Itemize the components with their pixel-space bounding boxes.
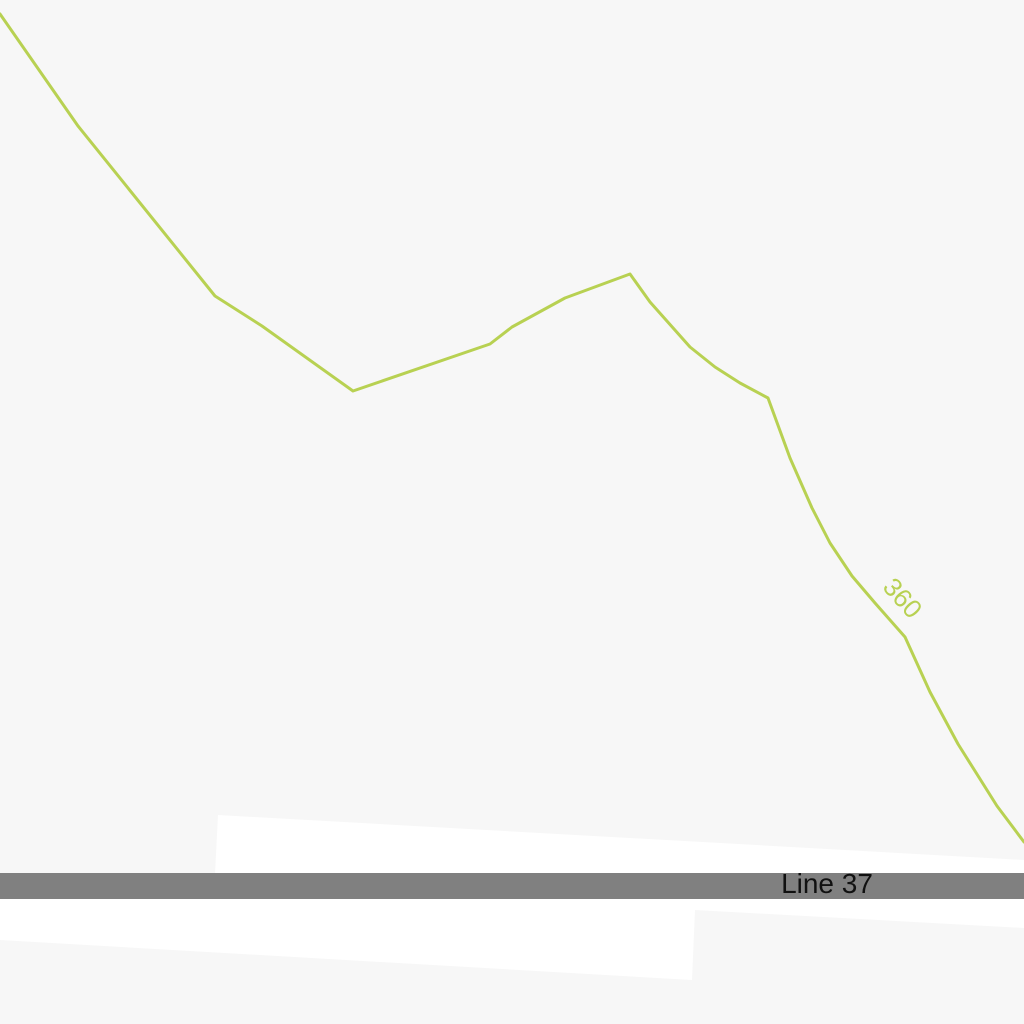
road-label: Line 37 [781, 868, 873, 899]
road-line-37[interactable] [0, 873, 1024, 899]
contour-line [0, 12, 1024, 844]
